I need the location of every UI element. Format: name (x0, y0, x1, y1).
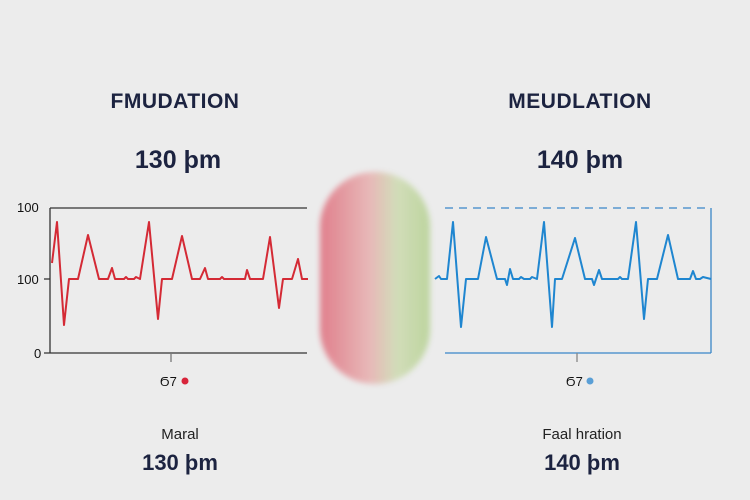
left-marker-dot (181, 377, 189, 385)
y-tick-bottom: 0 (34, 346, 42, 361)
right-ecg-trace (434, 221, 712, 328)
right-bpm: 140 þm (536, 146, 624, 174)
right-bottom-label: Faal hration (542, 426, 622, 443)
left-bottom-bpm: 130 þm (142, 450, 218, 475)
right-title: MEUDLATION (508, 90, 652, 113)
right-marker-dot (586, 377, 594, 385)
right-bottom-bpm: 140 þm (544, 450, 620, 475)
left-chart-axes (44, 207, 307, 362)
left-title: FMUDATION (110, 90, 240, 113)
left-marker-label: Ϭ7 (160, 374, 177, 389)
y-tick-top: 100 (17, 200, 39, 215)
left-bpm: 130 þm (134, 146, 222, 174)
y-tick-mid: 100 (17, 272, 39, 287)
left-bottom-label: Maral (161, 426, 199, 443)
right-chart-frame (445, 207, 712, 362)
right-marker-label: Ϭ7 (566, 374, 583, 389)
center-gradient-blob (320, 172, 430, 384)
left-ecg-trace (51, 221, 308, 326)
